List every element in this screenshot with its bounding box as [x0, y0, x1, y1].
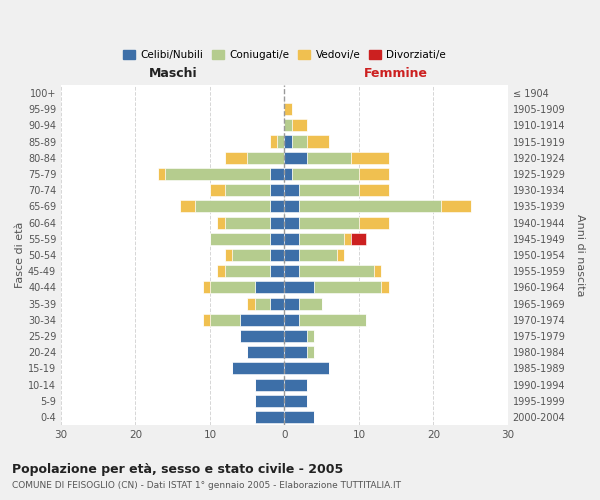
Bar: [284, 168, 292, 180]
Bar: [284, 378, 307, 390]
Bar: [299, 314, 367, 326]
Bar: [210, 314, 240, 326]
Bar: [344, 232, 352, 245]
Bar: [284, 298, 299, 310]
Bar: [269, 136, 277, 147]
Bar: [217, 216, 225, 228]
Bar: [225, 184, 269, 196]
Bar: [299, 232, 344, 245]
Bar: [381, 282, 389, 294]
Bar: [441, 200, 470, 212]
Bar: [284, 232, 299, 245]
Bar: [269, 216, 284, 228]
Bar: [307, 152, 352, 164]
Bar: [158, 168, 165, 180]
Bar: [374, 265, 381, 278]
Text: Femmine: Femmine: [364, 67, 428, 80]
Bar: [307, 330, 314, 342]
Bar: [292, 120, 307, 132]
Bar: [359, 184, 389, 196]
Text: Popolazione per età, sesso e stato civile - 2005: Popolazione per età, sesso e stato civil…: [12, 462, 343, 475]
Bar: [359, 168, 389, 180]
Legend: Celibi/Nubili, Coniugati/e, Vedovi/e, Divorziati/e: Celibi/Nubili, Coniugati/e, Vedovi/e, Di…: [119, 46, 450, 64]
Bar: [269, 232, 284, 245]
Bar: [195, 200, 269, 212]
Bar: [284, 282, 314, 294]
Bar: [352, 152, 389, 164]
Bar: [337, 249, 344, 261]
Bar: [284, 200, 299, 212]
Bar: [232, 362, 284, 374]
Bar: [269, 265, 284, 278]
Text: COMUNE DI FEISOGLIO (CN) - Dati ISTAT 1° gennaio 2005 - Elaborazione TUTTITALIA.: COMUNE DI FEISOGLIO (CN) - Dati ISTAT 1°…: [12, 481, 401, 490]
Bar: [299, 200, 441, 212]
Bar: [165, 168, 269, 180]
Y-axis label: Anni di nascita: Anni di nascita: [575, 214, 585, 296]
Bar: [284, 314, 299, 326]
Bar: [247, 346, 284, 358]
Bar: [359, 216, 389, 228]
Bar: [299, 184, 359, 196]
Bar: [284, 152, 307, 164]
Bar: [284, 265, 299, 278]
Bar: [284, 395, 307, 407]
Bar: [314, 282, 381, 294]
Bar: [254, 378, 284, 390]
Bar: [269, 168, 284, 180]
Bar: [292, 168, 359, 180]
Bar: [180, 200, 195, 212]
Bar: [284, 249, 299, 261]
Bar: [284, 362, 329, 374]
Bar: [299, 265, 374, 278]
Bar: [254, 282, 284, 294]
Bar: [277, 136, 284, 147]
Bar: [225, 265, 269, 278]
Bar: [240, 314, 284, 326]
Bar: [284, 411, 314, 423]
Bar: [254, 411, 284, 423]
Bar: [269, 249, 284, 261]
Bar: [210, 184, 225, 196]
Bar: [254, 395, 284, 407]
Bar: [284, 103, 292, 115]
Bar: [232, 249, 269, 261]
Bar: [225, 152, 247, 164]
Bar: [217, 265, 225, 278]
Bar: [269, 200, 284, 212]
Bar: [284, 136, 292, 147]
Bar: [307, 136, 329, 147]
Bar: [210, 282, 254, 294]
Bar: [284, 346, 307, 358]
Bar: [284, 120, 292, 132]
Bar: [225, 249, 232, 261]
Bar: [225, 216, 269, 228]
Bar: [269, 298, 284, 310]
Bar: [284, 184, 299, 196]
Y-axis label: Fasce di età: Fasce di età: [15, 222, 25, 288]
Bar: [269, 184, 284, 196]
Bar: [203, 282, 210, 294]
Bar: [352, 232, 367, 245]
Bar: [240, 330, 284, 342]
Bar: [254, 298, 269, 310]
Bar: [210, 232, 269, 245]
Text: Maschi: Maschi: [148, 67, 197, 80]
Bar: [247, 152, 284, 164]
Bar: [307, 346, 314, 358]
Bar: [299, 298, 322, 310]
Bar: [284, 216, 299, 228]
Bar: [292, 136, 307, 147]
Bar: [299, 249, 337, 261]
Bar: [203, 314, 210, 326]
Bar: [284, 330, 307, 342]
Bar: [299, 216, 359, 228]
Bar: [247, 298, 254, 310]
